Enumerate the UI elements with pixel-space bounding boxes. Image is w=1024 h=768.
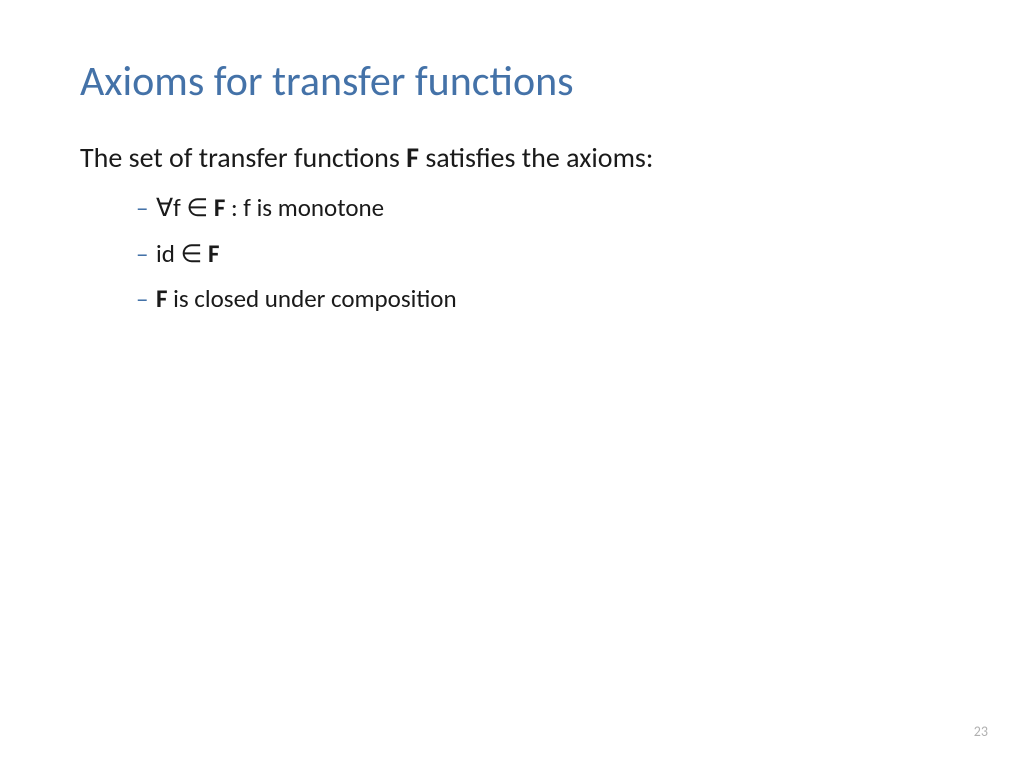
list-item: F is closed under composition [136, 282, 944, 316]
intro-prefix: The set of transfer functions [80, 140, 406, 175]
list-item: ∀f ∈ F : f is monotone [136, 191, 944, 225]
axiom1-seg0: ∀f ∈ [156, 192, 214, 223]
slide-title: Axioms for transfer functions [80, 56, 944, 107]
intro-bold-F: F [406, 140, 419, 175]
axiom1-seg1: F [214, 192, 225, 223]
intro-suffix: satisfies the axioms: [419, 140, 653, 175]
page-number: 23 [974, 723, 988, 740]
axiom1-seg2: : f is monotone [225, 192, 384, 223]
axiom3-seg0: F [156, 283, 167, 314]
axiom-list: ∀f ∈ F : f is monotone id ∈ F F is close… [136, 191, 944, 316]
axiom2-seg0: id ∈ [156, 238, 208, 269]
axiom2-seg1: F [208, 238, 219, 269]
intro-line: The set of transfer functions F satisfie… [80, 139, 944, 177]
list-item: id ∈ F [136, 237, 944, 271]
axiom3-seg1: is closed under composition [167, 283, 456, 314]
slide: Axioms for transfer functions The set of… [0, 0, 1024, 768]
